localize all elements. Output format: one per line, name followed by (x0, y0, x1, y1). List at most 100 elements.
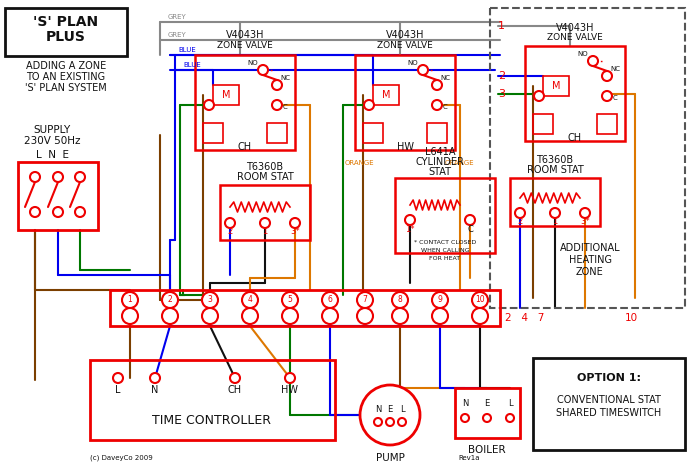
Text: HEATING: HEATING (569, 255, 611, 265)
Text: 3*: 3* (290, 227, 300, 236)
Text: M: M (382, 90, 391, 100)
Circle shape (432, 292, 448, 308)
Circle shape (506, 414, 514, 422)
Circle shape (150, 373, 160, 383)
Text: SUPPLY: SUPPLY (33, 125, 70, 135)
Bar (5, 8, 127, 56)
Circle shape (483, 414, 491, 422)
Text: 4: 4 (248, 295, 253, 305)
Circle shape (162, 308, 178, 324)
Circle shape (30, 172, 40, 182)
Circle shape (322, 308, 338, 324)
Circle shape (272, 80, 282, 90)
Circle shape (374, 418, 382, 426)
Circle shape (230, 373, 240, 383)
Text: ADDITIONAL: ADDITIONAL (560, 243, 620, 253)
Text: 1*: 1* (405, 226, 415, 234)
Circle shape (550, 208, 560, 218)
Bar (395, 178, 495, 253)
Text: 10: 10 (475, 295, 485, 305)
Text: 1: 1 (498, 21, 505, 31)
Bar (597, 114, 617, 134)
Text: 2   4   7: 2 4 7 (505, 313, 544, 323)
Text: 3*: 3* (580, 218, 590, 227)
Circle shape (258, 65, 268, 75)
Text: 6: 6 (328, 295, 333, 305)
Circle shape (322, 292, 338, 308)
Text: ROOM STAT: ROOM STAT (526, 165, 583, 175)
Bar (267, 123, 287, 143)
Text: L  N  E: L N E (35, 150, 68, 160)
Text: 2: 2 (518, 218, 522, 227)
Text: ORANGE: ORANGE (345, 160, 375, 166)
Text: NC: NC (280, 75, 290, 81)
Text: TO AN EXISTING: TO AN EXISTING (26, 72, 106, 82)
Bar (455, 388, 520, 438)
Bar (18, 162, 98, 230)
Text: 2: 2 (498, 71, 505, 81)
Bar (510, 178, 600, 226)
Text: 3: 3 (498, 89, 505, 99)
Text: PUMP: PUMP (375, 453, 404, 463)
Text: 'S' PLAN: 'S' PLAN (33, 15, 99, 29)
Circle shape (162, 292, 178, 308)
Circle shape (465, 215, 475, 225)
Text: 'S' PLAN SYSTEM: 'S' PLAN SYSTEM (25, 83, 107, 93)
Circle shape (461, 414, 469, 422)
Text: 1: 1 (553, 218, 558, 227)
Text: M: M (221, 90, 230, 100)
Text: N: N (462, 398, 469, 408)
Text: C: C (467, 226, 473, 234)
Text: BLUE: BLUE (183, 62, 201, 68)
Circle shape (225, 218, 235, 228)
Bar (110, 290, 500, 326)
Text: V4043H: V4043H (226, 30, 264, 40)
Text: BOILER: BOILER (469, 445, 506, 455)
Text: 2: 2 (228, 227, 233, 236)
Circle shape (392, 308, 408, 324)
Bar (355, 55, 455, 150)
Circle shape (285, 373, 295, 383)
Circle shape (392, 292, 408, 308)
Circle shape (75, 172, 85, 182)
Circle shape (602, 91, 612, 101)
Bar (490, 8, 685, 308)
Circle shape (515, 208, 525, 218)
Circle shape (272, 100, 282, 110)
Circle shape (122, 308, 138, 324)
Text: ORANGE: ORANGE (445, 160, 475, 166)
Text: GREY: GREY (168, 32, 187, 38)
Text: V4043H: V4043H (555, 23, 594, 33)
Circle shape (53, 172, 63, 182)
Text: PLUS: PLUS (46, 30, 86, 44)
Circle shape (405, 215, 415, 225)
Circle shape (113, 373, 123, 383)
Text: HW: HW (397, 142, 413, 152)
Circle shape (122, 292, 138, 308)
Text: NC: NC (610, 66, 620, 72)
Text: HW: HW (282, 385, 299, 395)
Bar (220, 185, 310, 240)
Text: ZONE VALVE: ZONE VALVE (377, 42, 433, 51)
Text: (c) DaveyCo 2009: (c) DaveyCo 2009 (90, 455, 152, 461)
Text: NO: NO (408, 60, 418, 66)
Bar (525, 46, 625, 141)
Text: 8: 8 (397, 295, 402, 305)
Text: NC: NC (440, 75, 450, 81)
Text: * CONTACT CLOSED: * CONTACT CLOSED (414, 240, 476, 244)
Bar (533, 358, 685, 450)
Text: N: N (151, 385, 159, 395)
Text: 2: 2 (168, 295, 172, 305)
Circle shape (432, 308, 448, 324)
Bar (90, 360, 335, 440)
Circle shape (418, 65, 428, 75)
Bar (363, 123, 383, 143)
Bar (427, 123, 447, 143)
Circle shape (472, 308, 488, 324)
Text: WHEN CALLING: WHEN CALLING (421, 248, 469, 253)
Text: 5: 5 (288, 295, 293, 305)
Text: T6360B: T6360B (536, 155, 573, 165)
Text: NO: NO (578, 51, 589, 57)
Text: L: L (115, 385, 121, 395)
Circle shape (290, 218, 300, 228)
